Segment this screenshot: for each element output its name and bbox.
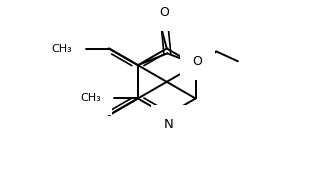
Text: O: O: [159, 6, 169, 19]
Text: Cl: Cl: [153, 1, 165, 14]
Text: N: N: [164, 119, 173, 131]
Text: CH₃: CH₃: [80, 94, 101, 104]
Text: O: O: [193, 55, 203, 68]
Text: CH₃: CH₃: [51, 44, 72, 53]
